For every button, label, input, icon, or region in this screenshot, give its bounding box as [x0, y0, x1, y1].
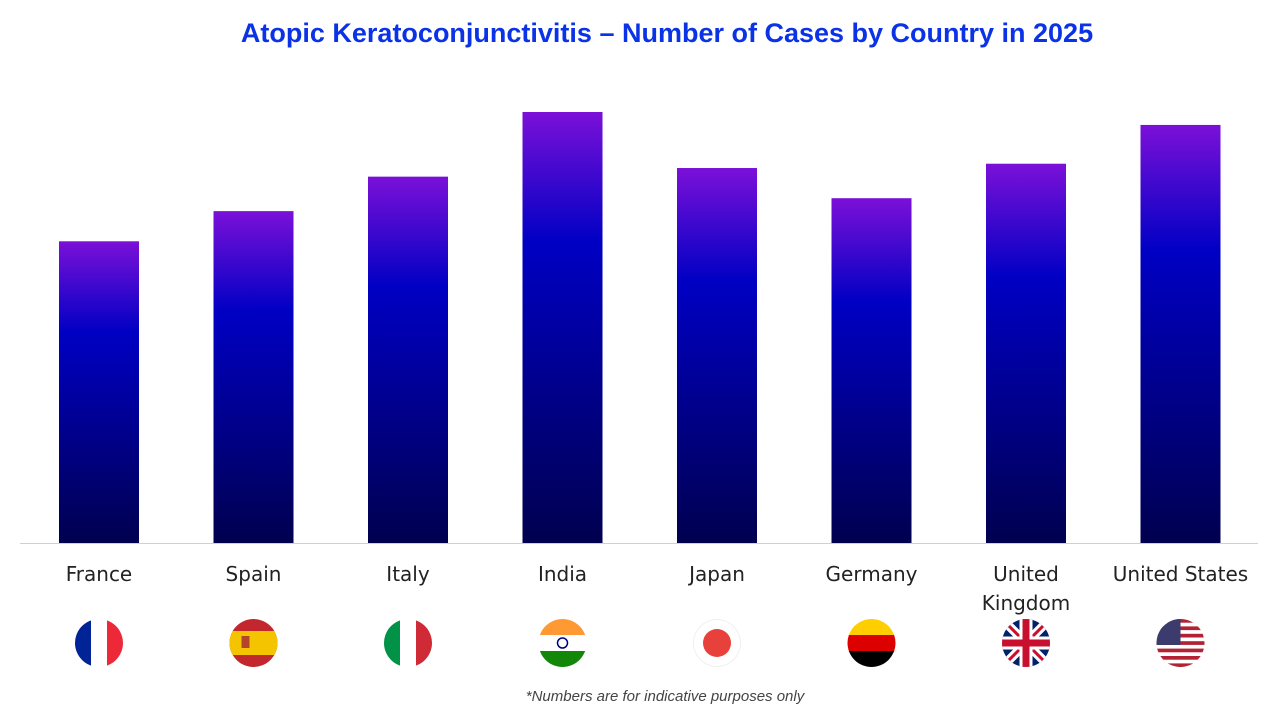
category-label: Italy — [386, 562, 430, 586]
bar-japan — [677, 168, 757, 543]
category-label: United States — [1112, 562, 1249, 586]
germany-flag-icon — [847, 619, 896, 667]
category-label: Spain — [225, 562, 282, 586]
category-label: Japan — [689, 562, 745, 586]
bar-france — [59, 241, 139, 544]
bar-india — [522, 112, 603, 543]
spain-flag-icon — [229, 619, 278, 667]
uk-flag-icon — [1002, 619, 1050, 667]
chart-title: Atopic Keratoconjunctivitis – Number of … — [240, 18, 1094, 48]
us-flag-icon — [1156, 619, 1205, 667]
india-flag-icon — [538, 619, 587, 667]
bar-united-kingdom — [986, 163, 1066, 543]
bar-spain — [213, 211, 294, 543]
category-label: United Kingdom — [981, 562, 1071, 615]
bar-germany — [831, 198, 912, 543]
bar-united-states — [1140, 124, 1221, 544]
italy-flag-icon — [384, 619, 432, 667]
category-label: India — [537, 562, 588, 586]
france-flag-icon — [75, 619, 123, 667]
category-label: Germany — [825, 562, 918, 586]
category-label: France — [65, 562, 133, 586]
footnote: *Numbers are for indicative purposes onl… — [525, 688, 805, 705]
bar-italy — [368, 176, 448, 543]
japan-flag-icon — [693, 619, 741, 667]
